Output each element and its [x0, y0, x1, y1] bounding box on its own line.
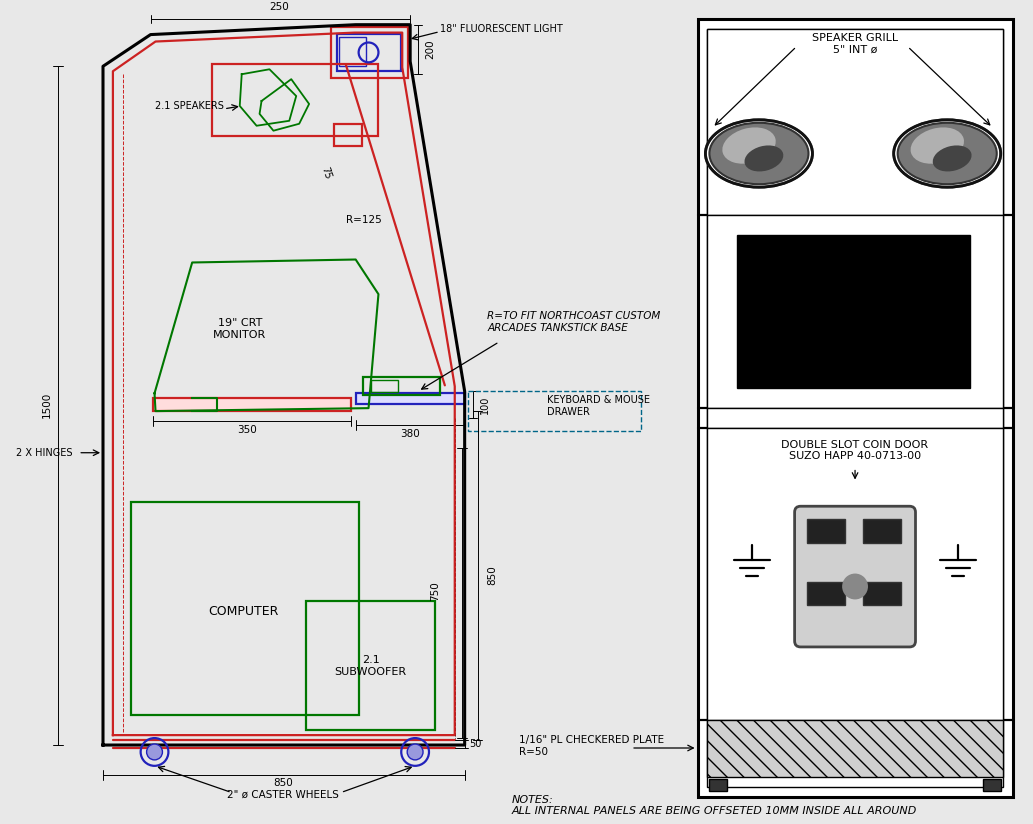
Bar: [708, 29, 1003, 215]
Circle shape: [407, 744, 424, 760]
Ellipse shape: [898, 123, 997, 185]
Text: DOUBLE SLOT COIN DOOR
SUZO HAPP 40-0713-00: DOUBLE SLOT COIN DOOR SUZO HAPP 40-0713-…: [782, 440, 929, 461]
Text: 100: 100: [479, 396, 490, 414]
Text: 2.1
SUBWOOFER: 2.1 SUBWOOFER: [335, 655, 407, 677]
Bar: [708, 428, 1003, 720]
Text: 50: 50: [470, 739, 482, 749]
Bar: [131, 503, 358, 715]
Bar: [331, 26, 408, 78]
Bar: [708, 720, 1003, 777]
Ellipse shape: [911, 128, 964, 164]
Bar: [363, 377, 440, 396]
Ellipse shape: [933, 145, 972, 171]
Bar: [334, 124, 362, 146]
Text: COMPUTER: COMPUTER: [209, 605, 279, 618]
Text: 750: 750: [430, 582, 440, 602]
Text: 1/16" PL CHECKERED PLATE
R=50: 1/16" PL CHECKERED PLATE R=50: [520, 735, 664, 756]
Bar: [339, 36, 366, 66]
Circle shape: [843, 574, 867, 598]
Bar: [863, 519, 901, 543]
Text: 75: 75: [319, 166, 333, 180]
Text: 200: 200: [425, 40, 435, 59]
FancyBboxPatch shape: [794, 506, 915, 647]
Text: 2 X HINGES: 2 X HINGES: [15, 447, 72, 457]
Text: 380: 380: [401, 429, 420, 439]
Ellipse shape: [745, 145, 783, 171]
Text: 18" FLUORESCENT LIGHT: 18" FLUORESCENT LIGHT: [440, 24, 563, 34]
Text: NOTES:
ALL INTERNAL PANELS ARE BEING OFFSETED 10MM INSIDE ALL AROUND: NOTES: ALL INTERNAL PANELS ARE BEING OFF…: [511, 794, 916, 816]
Bar: [468, 391, 641, 431]
Bar: [738, 235, 970, 388]
Circle shape: [147, 744, 162, 760]
Bar: [306, 602, 435, 730]
Text: SPEAKER GRILL
5" INT ø: SPEAKER GRILL 5" INT ø: [812, 33, 898, 54]
Bar: [697, 19, 1012, 797]
Ellipse shape: [894, 119, 1001, 187]
Text: 850: 850: [274, 778, 293, 788]
Bar: [371, 381, 399, 392]
Bar: [808, 582, 845, 606]
Bar: [982, 779, 1001, 790]
Text: R=125: R=125: [346, 215, 381, 225]
Ellipse shape: [710, 123, 809, 185]
Bar: [355, 393, 465, 405]
Text: KEYBOARD & MOUSE
DRAWER: KEYBOARD & MOUSE DRAWER: [546, 396, 650, 417]
Bar: [708, 29, 1003, 787]
Text: R=TO FIT NORTHCOAST CUSTOM
ARCADES TANKSTICK BASE: R=TO FIT NORTHCOAST CUSTOM ARCADES TANKS…: [488, 311, 661, 333]
Text: 250: 250: [270, 2, 289, 12]
Bar: [808, 519, 845, 543]
Bar: [212, 64, 378, 136]
Ellipse shape: [722, 128, 776, 164]
Bar: [708, 408, 1003, 428]
Bar: [710, 779, 727, 790]
Text: 350: 350: [237, 425, 256, 435]
Bar: [153, 398, 351, 411]
Bar: [337, 34, 401, 71]
Text: 2" ø CASTER WHEELS: 2" ø CASTER WHEELS: [227, 789, 339, 799]
Text: 2.1 SPEAKERS: 2.1 SPEAKERS: [155, 101, 223, 111]
Text: 850: 850: [488, 566, 498, 586]
Bar: [863, 582, 901, 606]
Text: 1500: 1500: [41, 392, 52, 419]
Text: 19" CRT
MONITOR: 19" CRT MONITOR: [213, 318, 267, 339]
Ellipse shape: [706, 119, 812, 187]
Bar: [708, 215, 1003, 408]
